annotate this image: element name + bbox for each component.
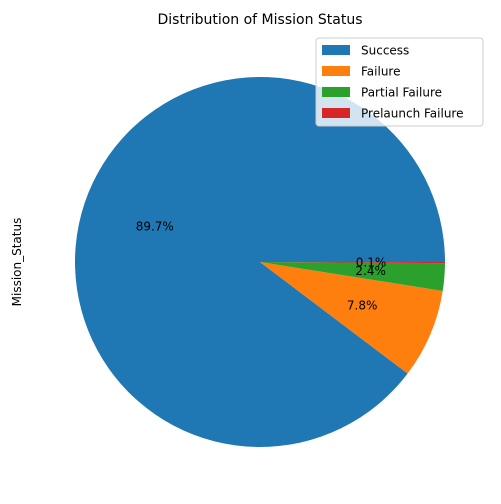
legend-label-prelaunch-failure: Prelaunch Failure (361, 107, 463, 121)
pie-slices (75, 76, 446, 447)
legend-swatch-failure (322, 66, 350, 76)
pie-slice-failure (260, 262, 443, 374)
percentage-labels: 89.7% 7.8% 2.4%0.1% (136, 220, 387, 313)
pct-label-prelaunch-failure: 0.1% (356, 255, 387, 269)
pct-label-failure: 7.8% (347, 298, 378, 312)
legend-frame (315, 37, 484, 127)
legend-label-success: Success (361, 44, 409, 58)
pct-label-partial-failure: 2.4% (355, 264, 386, 278)
legend-swatch-partial-failure (322, 87, 350, 97)
chart-title: Distribution of Mission Status (157, 12, 362, 28)
legend-swatch-success (322, 45, 350, 55)
legend-label-partial-failure: Partial Failure (361, 86, 442, 100)
pie-slice-prelaunch-failure (260, 262, 446, 264)
legend-swatch-prelaunch-failure (322, 108, 350, 118)
pct-label-success: 89.7% (136, 220, 174, 234)
pie-slice-partial-failure (260, 262, 445, 291)
pie-slice-success (75, 76, 445, 447)
legend: Success Failure Partial Failure Prelaunch F… (315, 37, 484, 127)
legend-label-failure: Failure (361, 65, 400, 79)
y-axis-label: Mission_Status (10, 218, 24, 307)
